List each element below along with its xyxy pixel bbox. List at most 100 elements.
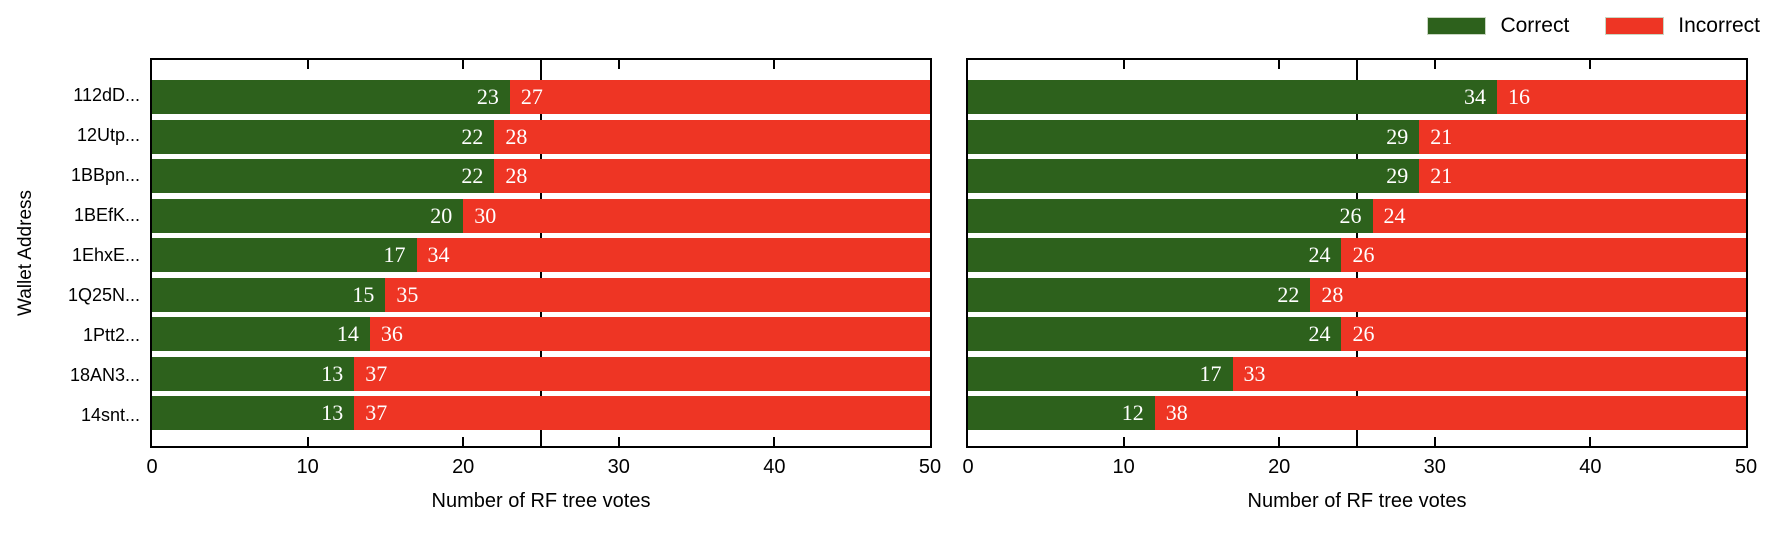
bar-row: 20 30 bbox=[152, 198, 930, 233]
bar-row: 13 37 bbox=[152, 396, 930, 430]
bar-segment-incorrect: 34 bbox=[416, 238, 930, 272]
bar-row: 14 36 bbox=[152, 317, 930, 351]
wallet-address-label: 1Ptt2... bbox=[82, 325, 140, 345]
bar-segment-incorrect: 37 bbox=[354, 356, 930, 391]
incorrect-value-label: 34 bbox=[427, 242, 450, 267]
incorrect-value-label: 28 bbox=[1321, 281, 1344, 307]
axis-tick-mark bbox=[1278, 60, 1281, 69]
axis-tick-mark bbox=[773, 437, 776, 446]
x-tick-label: 10 bbox=[1112, 456, 1135, 478]
bar-segment-incorrect: 30 bbox=[463, 198, 930, 233]
wallet-address-label: 112dD... bbox=[73, 85, 140, 105]
bar-row: 17 33 bbox=[968, 356, 1746, 391]
incorrect-value-label: 38 bbox=[1165, 400, 1188, 425]
x-tick-label: 20 bbox=[452, 456, 475, 478]
incorrect-value-label: 37 bbox=[365, 360, 388, 386]
incorrect-value-label: 33 bbox=[1243, 360, 1266, 386]
correct-value-label: 34 bbox=[1464, 84, 1487, 109]
bar-row: 24 26 bbox=[968, 317, 1746, 351]
axis-tick-mark bbox=[462, 60, 465, 69]
x-tick-label: 20 bbox=[1268, 456, 1291, 478]
correct-value-label: 15 bbox=[352, 281, 375, 307]
legend: Correct Incorrect bbox=[1427, 14, 1760, 38]
bar-row: 29 21 bbox=[968, 159, 1746, 193]
bar-segment-incorrect: 33 bbox=[1232, 356, 1746, 391]
bar-segment-correct: 13 bbox=[152, 356, 355, 391]
incorrect-value-label: 26 bbox=[1352, 242, 1375, 267]
wallet-address-label: 12Utp... bbox=[76, 125, 140, 145]
incorrect-value-label: 30 bbox=[474, 202, 497, 228]
incorrect-value-label: 28 bbox=[505, 163, 528, 188]
x-tick-label: 40 bbox=[1579, 456, 1602, 478]
wallet-address-label: 14snt... bbox=[80, 405, 140, 425]
right-bar-chart: 34 16 29 21 29 21 26 24 24 26 22 28 24 26 17 33 12 38 0 10… bbox=[962, 58, 1757, 512]
bar-segment-incorrect: 21 bbox=[1419, 119, 1746, 154]
axis-tick-mark bbox=[1433, 60, 1436, 69]
axis-tick-mark bbox=[1589, 437, 1592, 446]
axis-tick-mark bbox=[306, 437, 309, 446]
correct-value-label: 26 bbox=[1339, 202, 1362, 228]
bar-segment-incorrect: 16 bbox=[1497, 80, 1746, 114]
legend-item-incorrect: Incorrect bbox=[1605, 14, 1760, 38]
plot-area: 34 16 29 21 29 21 26 24 24 26 22 28 24 26 17 33 12 38 0 10… bbox=[962, 58, 1757, 512]
bar-segment-incorrect: 28 bbox=[494, 119, 930, 154]
axis-tick-mark bbox=[617, 60, 620, 69]
incorrect-value-label: 21 bbox=[1430, 163, 1453, 188]
incorrect-value-label: 37 bbox=[365, 400, 388, 425]
bar-segment-correct: 14 bbox=[152, 317, 370, 351]
bar-segment-correct: 34 bbox=[968, 80, 1498, 114]
bar-row: 24 26 bbox=[968, 238, 1746, 272]
correct-value-label: 24 bbox=[1308, 321, 1331, 346]
axis-tick-mark bbox=[1122, 437, 1125, 446]
correct-value-label: 13 bbox=[321, 400, 344, 425]
bar-segment-correct: 22 bbox=[152, 159, 495, 193]
x-tick-label: 30 bbox=[1423, 456, 1446, 478]
x-tick-label: 50 bbox=[918, 456, 942, 478]
bar-rows: 23 27 22 28 22 28 20 30 17 34 15 35 14 36 13 37 13 37 bbox=[152, 60, 930, 446]
x-tick-label: 0 bbox=[962, 456, 974, 478]
bar-segment-correct: 12 bbox=[968, 396, 1155, 430]
correct-swatch-icon bbox=[1427, 17, 1487, 35]
bar-row: 29 21 bbox=[968, 119, 1746, 154]
bar-segment-incorrect: 35 bbox=[385, 277, 930, 312]
bar-segment-incorrect: 26 bbox=[1341, 238, 1746, 272]
bar-segment-correct: 22 bbox=[152, 119, 495, 154]
correct-value-label: 17 bbox=[1199, 360, 1222, 386]
axis-tick-mark bbox=[306, 60, 309, 69]
bar-segment-correct: 17 bbox=[152, 238, 417, 272]
incorrect-value-label: 27 bbox=[520, 84, 543, 109]
bar-segment-correct: 24 bbox=[968, 238, 1342, 272]
correct-value-label: 22 bbox=[461, 123, 484, 149]
bar-row: 26 24 bbox=[968, 198, 1746, 233]
legend-label-incorrect: Incorrect bbox=[1678, 14, 1760, 37]
correct-value-label: 29 bbox=[1386, 123, 1409, 149]
bar-row: 13 37 bbox=[152, 356, 930, 391]
axis-tick-mark bbox=[1122, 60, 1125, 69]
correct-value-label: 24 bbox=[1308, 242, 1331, 267]
wallet-address-label: 1Q25N... bbox=[67, 285, 140, 305]
bar-row: 22 28 bbox=[968, 277, 1746, 312]
bar-segment-incorrect: 38 bbox=[1154, 396, 1746, 430]
bar-segment-incorrect: 21 bbox=[1419, 159, 1746, 193]
incorrect-swatch-icon bbox=[1605, 17, 1665, 35]
correct-value-label: 12 bbox=[1121, 400, 1144, 425]
bar-segment-correct: 22 bbox=[968, 277, 1311, 312]
incorrect-value-label: 16 bbox=[1508, 84, 1531, 109]
incorrect-value-label: 35 bbox=[396, 281, 419, 307]
bar-row: 22 28 bbox=[152, 119, 930, 154]
bar-segment-correct: 20 bbox=[152, 198, 464, 233]
x-tick-label: 0 bbox=[146, 456, 158, 478]
axis-tick-mark bbox=[1589, 60, 1592, 69]
x-tick-label: 10 bbox=[296, 456, 319, 478]
correct-value-label: 13 bbox=[321, 360, 344, 386]
correct-value-label: 22 bbox=[461, 163, 484, 188]
wallet-address-label: 1EhxE... bbox=[71, 245, 140, 265]
x-tick-label: 30 bbox=[607, 456, 630, 478]
wallet-address-label: 18AN3... bbox=[69, 365, 140, 385]
legend-item-correct: Correct bbox=[1427, 14, 1569, 38]
bar-segment-correct: 17 bbox=[968, 356, 1233, 391]
axis-tick-mark bbox=[462, 437, 465, 446]
bar-row: 34 16 bbox=[968, 80, 1746, 114]
plot-area: 23 27 22 28 22 28 20 30 17 34 15 35 14 36 13 37 13 37 0 10… bbox=[146, 58, 941, 512]
